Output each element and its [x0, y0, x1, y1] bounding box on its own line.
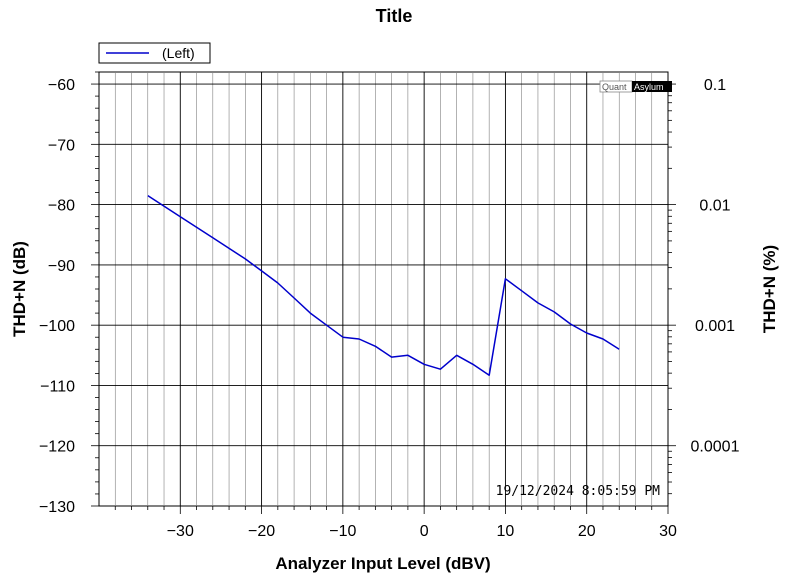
y-tick-label: −70 [48, 137, 75, 154]
legend: (Left) [98, 42, 211, 64]
x-axis-title: Analyzer Input Level (dBV) [275, 554, 490, 573]
x-tick-label: −10 [329, 523, 356, 540]
x-tick-label: 10 [497, 523, 515, 540]
grid [99, 72, 668, 506]
right-tick-label: 0.0001 [691, 439, 740, 456]
right-axis: 0.1 0.01 0.001 0.0001 [668, 77, 740, 495]
chart-title: Title [376, 6, 413, 26]
x-tick-label: 30 [659, 523, 677, 540]
left-axis: −60 −70 −80 −90 −100 −110 −120 −130 [39, 71, 99, 516]
x-tick-label: −20 [248, 523, 275, 540]
y-tick-label: −130 [39, 499, 75, 516]
series-group [147, 194, 620, 376]
timestamp: 19/12/2024 8:05:59 PM [496, 484, 661, 499]
watermark-logo: Quant Asylum [599, 80, 672, 93]
y-axis-title-left: THD+N (dB) [10, 241, 29, 337]
x-tick-label: −30 [167, 523, 194, 540]
y-tick-label: −100 [39, 318, 75, 335]
watermark-left: Quant [602, 82, 627, 92]
x-tick-label: 20 [578, 523, 596, 540]
y-tick-label: −80 [48, 198, 75, 215]
y-tick-label: −90 [48, 258, 75, 275]
series-line-left [147, 194, 620, 376]
watermark-right: Asylum [634, 82, 664, 92]
y-axis-title-right: THD+N (%) [760, 245, 779, 333]
right-tick-label: 0.01 [699, 198, 730, 215]
legend-label: (Left) [162, 45, 195, 61]
x-tick-label: 0 [420, 523, 429, 540]
right-tick-label: 0.001 [695, 318, 735, 335]
x-axis: −30 −20 −10 0 10 20 30 [114, 506, 677, 540]
y-tick-label: −110 [40, 378, 75, 395]
y-tick-label: −120 [39, 439, 75, 456]
plot-area [98, 71, 669, 507]
y-tick-label: −60 [48, 77, 75, 94]
right-tick-label: 0.1 [704, 77, 726, 94]
